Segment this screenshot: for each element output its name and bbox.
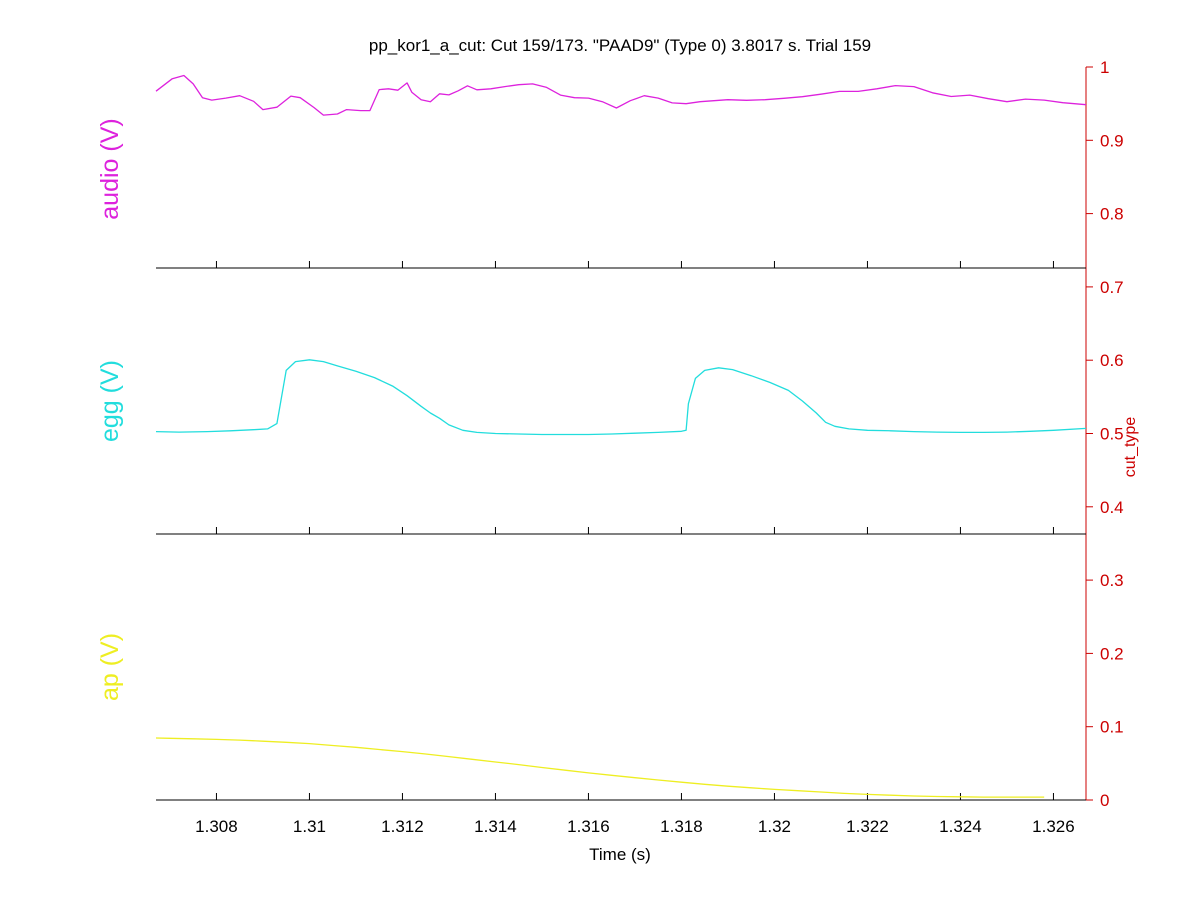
x-tick-label: 1.322 (846, 817, 889, 836)
right-axis-tick-label: 0.2 (1100, 644, 1124, 663)
right-axis-tick-label: 0.7 (1100, 278, 1124, 297)
ap-y-label: ap (V) (96, 633, 124, 701)
x-tick-label: 1.314 (474, 817, 517, 836)
x-tick-label: 1.31 (293, 817, 326, 836)
right-axis-tick-label: 0.5 (1100, 425, 1124, 444)
x-tick-label: 1.316 (567, 817, 610, 836)
audio-series-line (155, 74, 1087, 116)
right-axis-tick-label: 0 (1100, 791, 1109, 810)
ap-series-line (155, 737, 1045, 798)
x-axis-label: Time (s) (589, 845, 651, 864)
right-axis-tick-label: 0.8 (1100, 205, 1124, 224)
right-axis-tick-label: 0.4 (1100, 498, 1124, 517)
x-tick-label: 1.308 (195, 817, 238, 836)
chart-title: pp_kor1_a_cut: Cut 159/173. "PAAD9" (Typ… (369, 36, 871, 55)
audio-y-label: audio (V) (96, 118, 124, 219)
x-tick-label: 1.312 (381, 817, 424, 836)
right-axis-tick-label: 0.6 (1100, 351, 1124, 370)
right-axis-label: cut_type (1122, 417, 1139, 478)
x-tick-label: 1.32 (758, 817, 791, 836)
right-axis-tick-label: 0.9 (1100, 131, 1124, 150)
plot-layer: 0 0.1 0.2 0.3 0.4 0.5 0.6 0.7 0.8 0.9 1 audio (V) eg… (96, 58, 1124, 836)
x-tick-label: 1.324 (939, 817, 982, 836)
x-tick-label: 1.326 (1032, 817, 1075, 836)
egg-series-line (155, 359, 1087, 436)
right-axis-tick-label: 1 (1100, 58, 1109, 77)
egg-y-label: egg (V) (96, 360, 124, 442)
right-axis-tick-label: 0.3 (1100, 571, 1124, 590)
x-tick-label: 1.318 (660, 817, 703, 836)
right-axis-tick-label: 0.1 (1100, 718, 1124, 737)
